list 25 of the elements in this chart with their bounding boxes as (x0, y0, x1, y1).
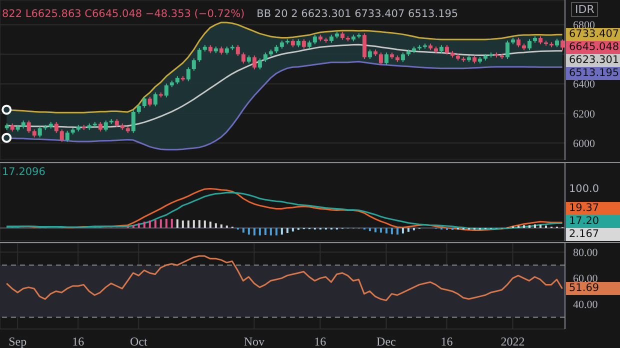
x-tick-label: 16 (314, 334, 326, 348)
x-tick-label: 16 (72, 334, 84, 348)
text: 19.37 (566, 202, 620, 214)
text: 17.20 (566, 214, 620, 228)
text: BB 20 2 6623.301 6733.407 6513.195 (256, 8, 458, 20)
y-tick-label: 6000 (573, 138, 596, 150)
text: 6623.301 (566, 54, 620, 68)
y-tick-label: 6400 (573, 78, 596, 91)
x-tick-label: Sep (8, 334, 27, 348)
chart-title: 17.2096 (2, 166, 46, 178)
text: 100.0 (569, 183, 600, 195)
x-tick-label: 2022 (500, 334, 525, 348)
text: 51.69 (566, 282, 620, 296)
y-tick-label: 6200 (573, 108, 596, 120)
y-tick-label: 40.00 (573, 299, 598, 312)
text: 6513.195 (566, 67, 620, 80)
y-tick-label: 80.00 (573, 247, 598, 260)
y-axis-title: IDR (571, 2, 598, 17)
text: 2.167 (566, 228, 620, 240)
x-tick-label: Dec (376, 334, 396, 348)
text: 822 L6625.863 C6645.048 −48.353 (−0.72%) (2, 8, 245, 20)
text: 6645.048 (566, 41, 620, 54)
x-tick-label: 16 (440, 334, 453, 348)
x-tick-label: Nov (244, 334, 265, 348)
x-tick-label: Oct (130, 334, 148, 348)
